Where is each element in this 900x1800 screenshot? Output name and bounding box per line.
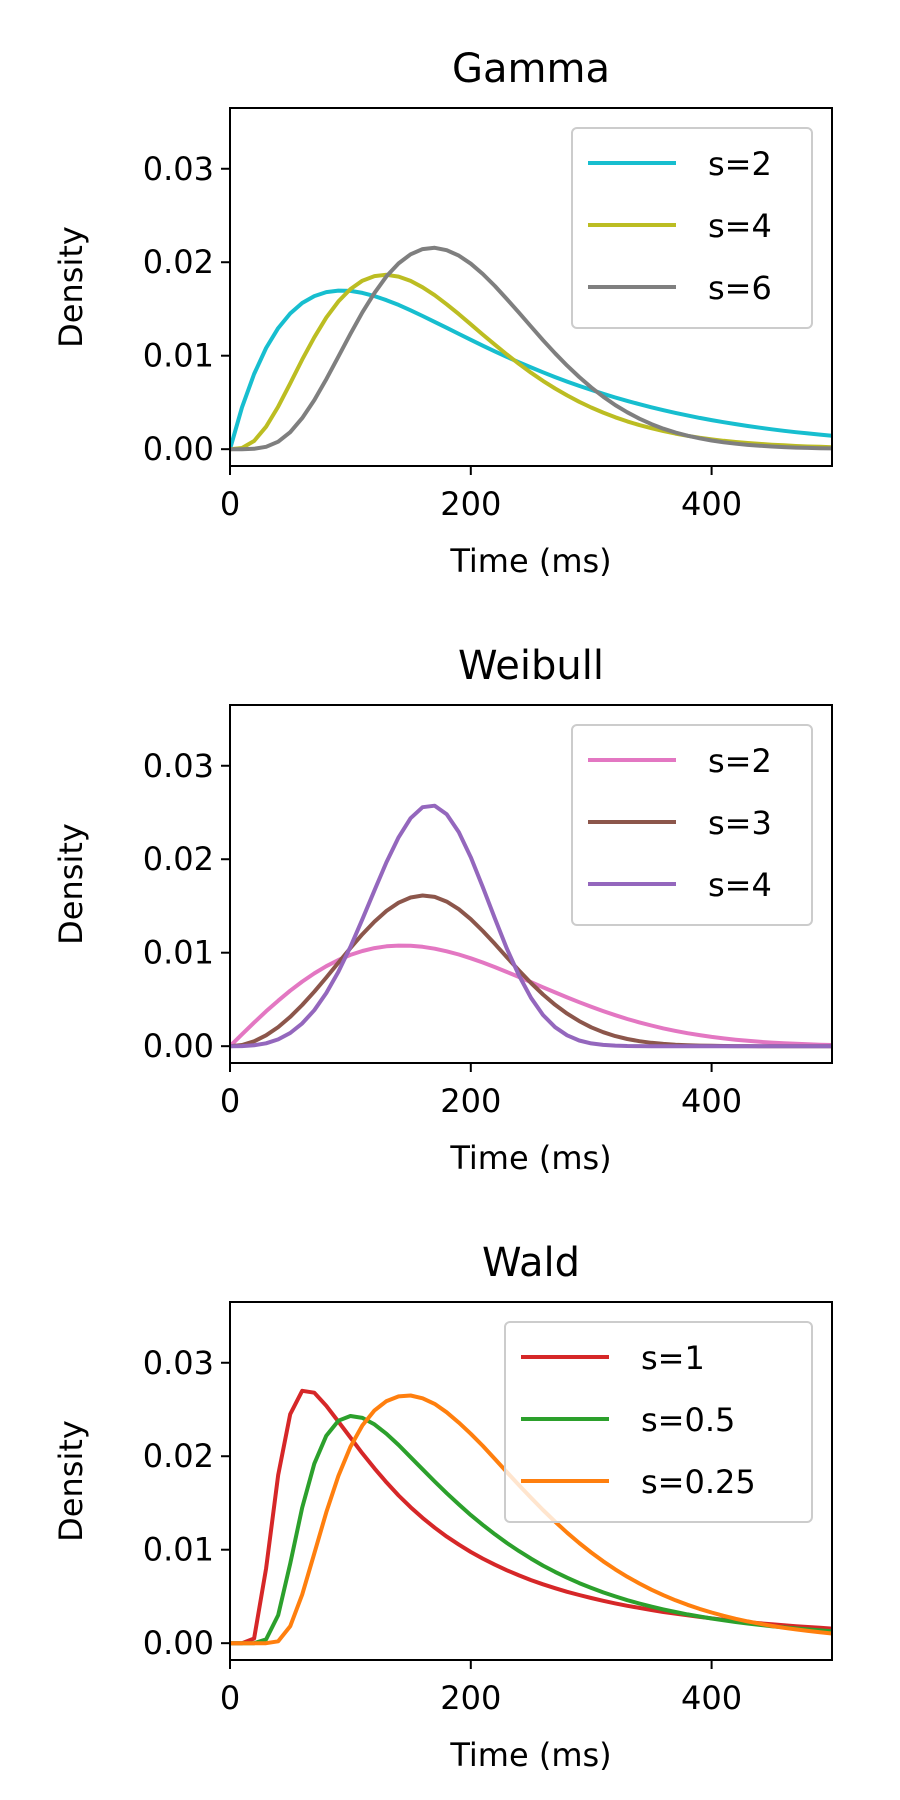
x-tick-label: 0 xyxy=(220,485,240,523)
y-axis-label: Density xyxy=(52,823,90,945)
legend: s=2 s=3 s=4 xyxy=(571,724,813,926)
legend-frame xyxy=(571,127,813,329)
x-axis-label: Time (ms) xyxy=(449,542,611,580)
legend: s=1 s=0.5 s=0.25 xyxy=(504,1321,813,1523)
y-tick-label: 0.01 xyxy=(143,337,214,375)
x-axis-label: Time (ms) xyxy=(449,1736,611,1774)
x-tick-label: 400 xyxy=(681,485,742,523)
legend-label: s=4 xyxy=(708,207,772,245)
y-tick-label: 0.01 xyxy=(143,1531,214,1569)
x-tick-label: 0 xyxy=(220,1082,240,1120)
legend-label: s=0.5 xyxy=(641,1401,735,1439)
x-tick-label: 400 xyxy=(681,1679,742,1717)
y-tick-label: 0.03 xyxy=(143,747,214,785)
y-tick-label: 0.02 xyxy=(143,840,214,878)
series-line-s=4 xyxy=(230,803,832,1049)
legend-frame xyxy=(571,724,813,926)
legend-label: s=4 xyxy=(708,866,772,904)
series-line-s=0.5 xyxy=(230,1414,832,1646)
x-tick-label: 200 xyxy=(440,1082,501,1120)
legend-label: s=2 xyxy=(708,742,772,780)
legend-label: s=3 xyxy=(708,804,772,842)
legend-label: s=0.25 xyxy=(641,1463,756,1501)
x-tick-label: 0 xyxy=(220,1679,240,1717)
y-tick-label: 0.03 xyxy=(143,150,214,188)
chart-title: Gamma xyxy=(452,46,610,92)
series-line-s=2 xyxy=(230,288,832,450)
x-tick-label: 400 xyxy=(681,1082,742,1120)
x-axis-label: Time (ms) xyxy=(449,1139,611,1177)
legend: s=2 s=4 s=6 xyxy=(571,127,813,329)
legend-frame xyxy=(504,1321,813,1523)
x-tick-label: 200 xyxy=(440,485,501,523)
y-tick-label: 0.00 xyxy=(143,1624,214,1662)
plot-frame xyxy=(229,107,833,467)
series-line-s=6 xyxy=(230,245,832,452)
y-tick-label: 0.00 xyxy=(143,1027,214,1065)
y-tick-label: 0.01 xyxy=(143,934,214,972)
legend-label: s=2 xyxy=(708,145,772,183)
chart-title: Wald xyxy=(482,1240,580,1286)
chart-panel-2: Weibull 0 200 400 0.00 0.01 0.02 0.03 Time (ms) D… xyxy=(52,643,833,1177)
y-tick-label: 0.02 xyxy=(143,243,214,281)
y-tick-label: 0.00 xyxy=(143,430,214,468)
chart-panel-1: Gamma 0 200 400 0.00 0.01 0.02 0.03 Time (ms) Den… xyxy=(52,46,833,580)
x-tick-label: 200 xyxy=(440,1679,501,1717)
y-axis-label: Density xyxy=(52,1420,90,1542)
y-axis-label: Density xyxy=(52,226,90,348)
legend-label: s=6 xyxy=(708,269,772,307)
y-tick-label: 0.02 xyxy=(143,1437,214,1475)
legend-label: s=1 xyxy=(641,1339,705,1377)
chart-title: Weibull xyxy=(458,643,604,689)
plot-frame xyxy=(229,704,833,1064)
chart-panel-3: Wald 0 200 400 0.00 0.01 0.02 0.03 Time (ms) Dens… xyxy=(52,1240,833,1774)
plot-frame xyxy=(229,1301,833,1661)
y-tick-label: 0.03 xyxy=(143,1344,214,1382)
